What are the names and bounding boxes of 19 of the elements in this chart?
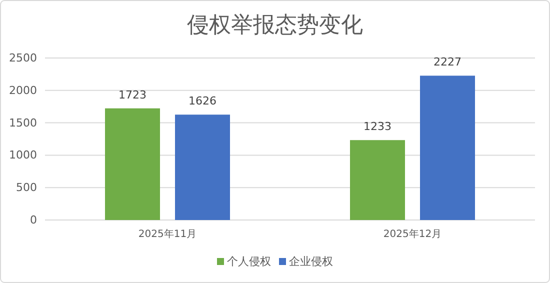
y-tick-label: 1000 [9, 148, 37, 162]
bar [350, 140, 405, 220]
bar [175, 114, 230, 220]
data-label: 1723 [118, 88, 146, 102]
y-tick-label: 500 [16, 181, 37, 194]
bar [420, 76, 475, 220]
y-tick-label: 0 [30, 214, 37, 227]
y-tick-label: 2000 [9, 84, 37, 97]
y-tick-label: 2500 [9, 52, 37, 65]
data-label: 1626 [188, 94, 216, 108]
bar [105, 108, 160, 220]
data-label: 1233 [364, 120, 392, 134]
x-tick-label: 2025年11月 [138, 228, 197, 240]
legend-label: 个人侵权 [227, 255, 271, 268]
legend-label: 企业侵权 [289, 255, 333, 268]
x-tick-label: 2025年12月 [383, 228, 442, 240]
data-label: 2227 [434, 56, 462, 69]
y-tick-label: 1500 [9, 116, 37, 130]
chart-title: 侵权举报态势变化 [187, 13, 363, 38]
